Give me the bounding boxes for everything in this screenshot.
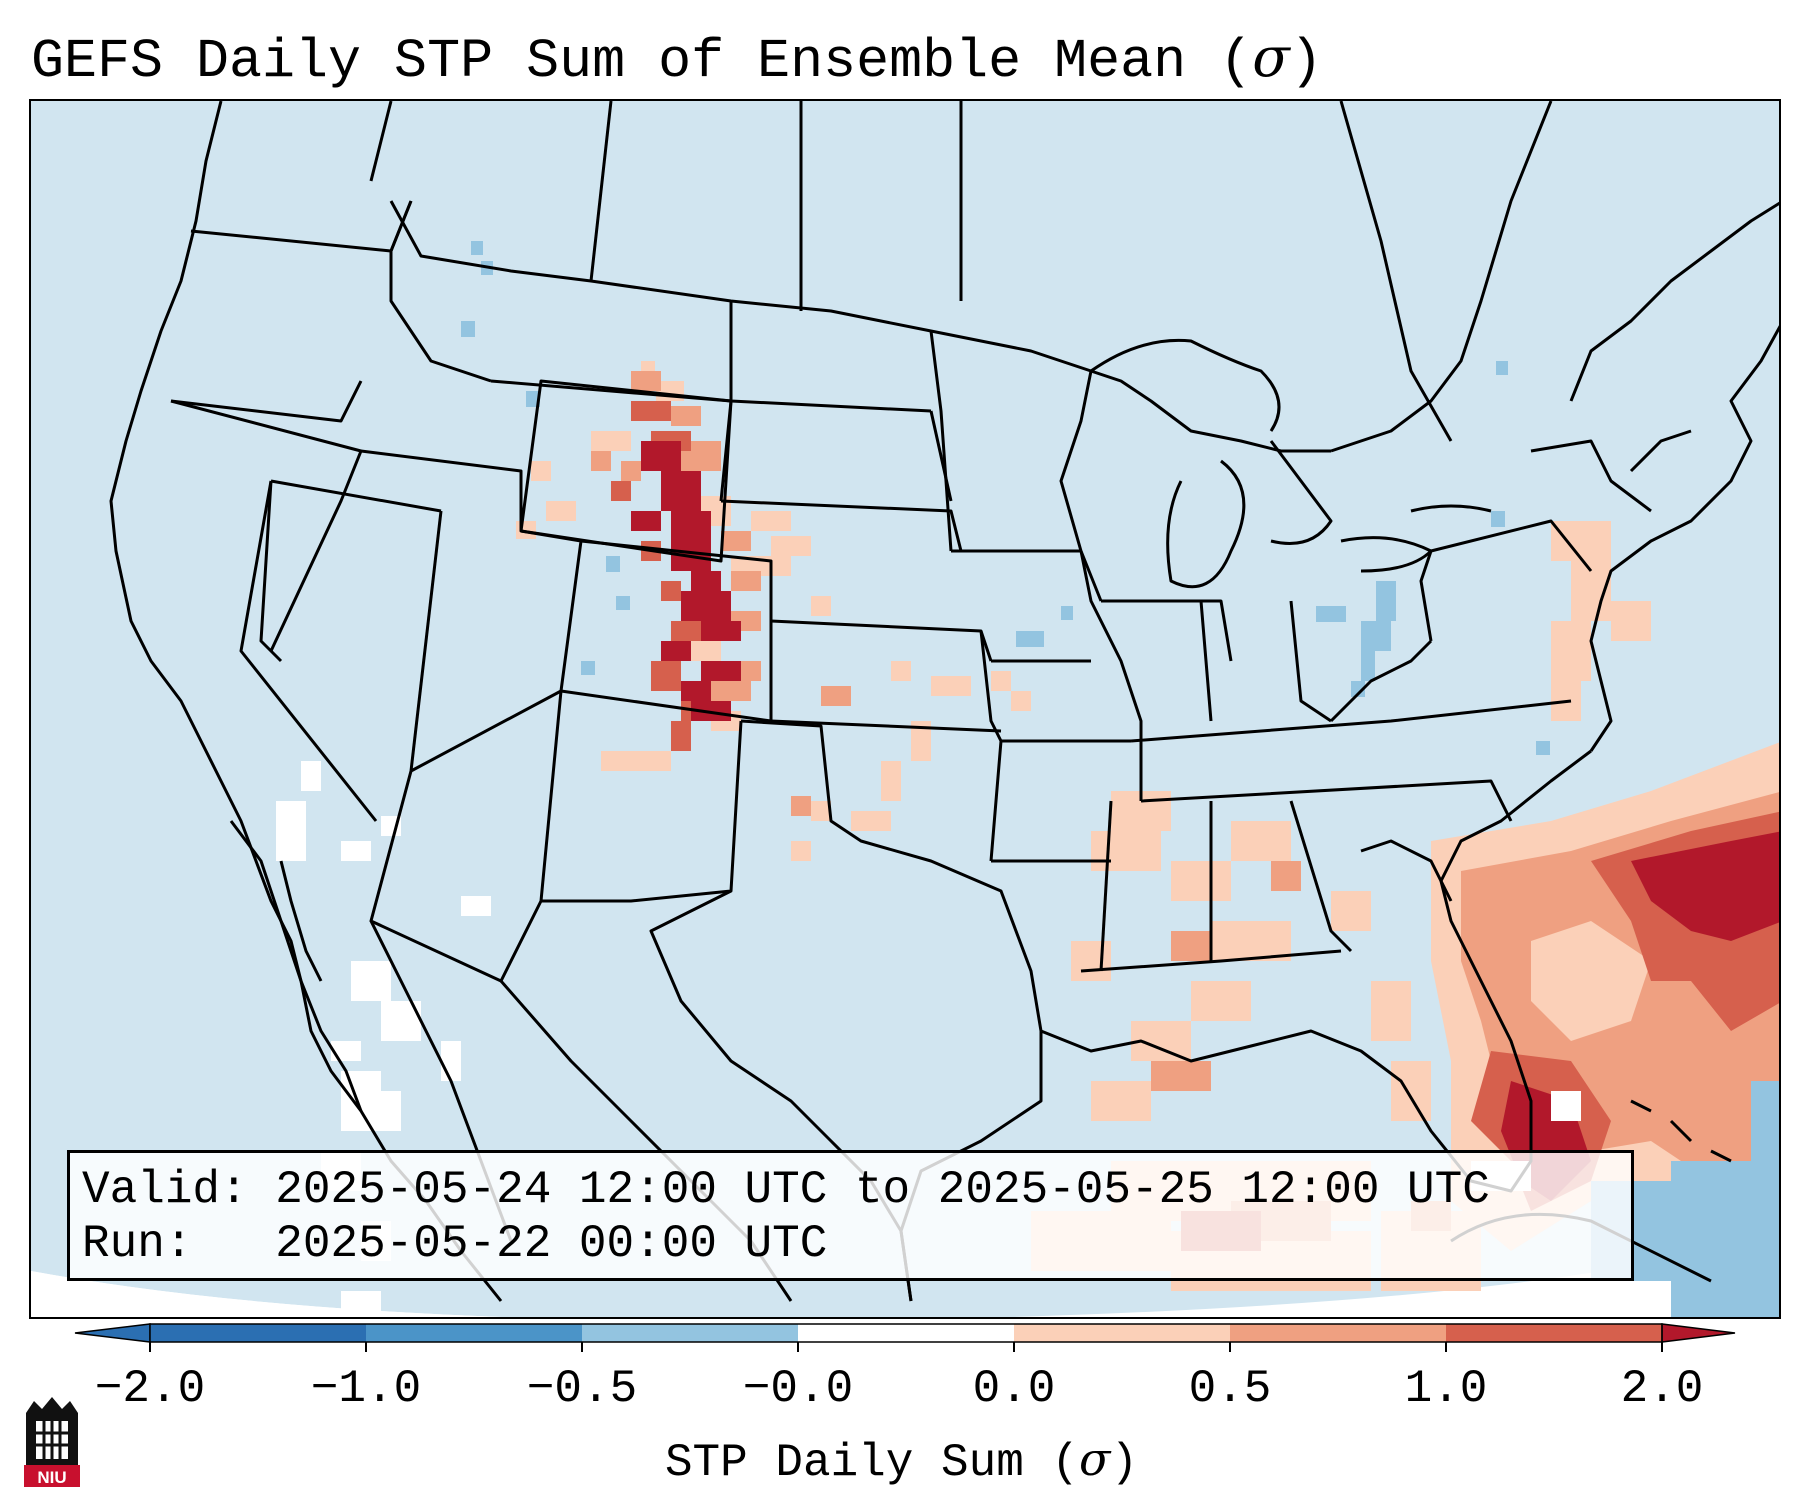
colorbar-segments [74,1323,1736,1343]
map-domain [31,101,1779,1317]
colorbar-outline [149,1323,1663,1343]
logo-text: NIU [37,1468,66,1487]
colorbar-tick-label: 0.0 [972,1363,1056,1415]
colorbar-tick-label: 0.5 [1188,1363,1272,1415]
colorbar-segment [798,1324,1014,1342]
colorbar-label: STP Daily Sum (σ) [664,1432,1139,1489]
colorbar-segment [150,1324,366,1342]
colorbar-segment [1446,1324,1662,1342]
sigma-symbol: σ [1252,25,1290,89]
colorbar-segment [1014,1324,1230,1342]
niu-logo: NIU [24,1397,80,1487]
colorbar-segment [1230,1324,1446,1342]
colorbar-tick-label: −2.0 [94,1363,206,1415]
map-panel [29,99,1781,1319]
colorbar-segment [582,1324,798,1342]
valid-label: Valid: [82,1164,248,1216]
colorbar-tick-label: −0.0 [742,1363,854,1415]
valid-run-info-box: Valid: 2025-05-24 12:00 UTC to 2025-05-2… [67,1150,1634,1281]
colorbar-tick-label: 2.0 [1620,1363,1704,1415]
run-label: Run: [82,1218,193,1270]
colorbar [74,1323,1736,1352]
colorbar-segment [366,1324,582,1342]
colorbar-tick-label: 1.0 [1404,1363,1488,1415]
colorbar-extend-min [74,1323,151,1343]
valid-value: 2025-05-24 12:00 UTC to 2025-05-25 12:00… [275,1164,1490,1216]
colorbar-sigma-symbol: σ [1079,1432,1111,1486]
colorbar-extend-max [1661,1323,1736,1343]
boundary-lines [109,101,1779,1302]
colorbar-tick-label: −1.0 [310,1363,422,1415]
map-canvas [31,101,1779,1317]
colorbar-tick-label: −0.5 [526,1363,638,1415]
run-value: 2025-05-22 00:00 UTC [275,1218,828,1270]
chart-title: GEFS Daily STP Sum of Ensemble Mean (σ) [31,25,1323,93]
colorbar-ticks [149,1342,1663,1352]
